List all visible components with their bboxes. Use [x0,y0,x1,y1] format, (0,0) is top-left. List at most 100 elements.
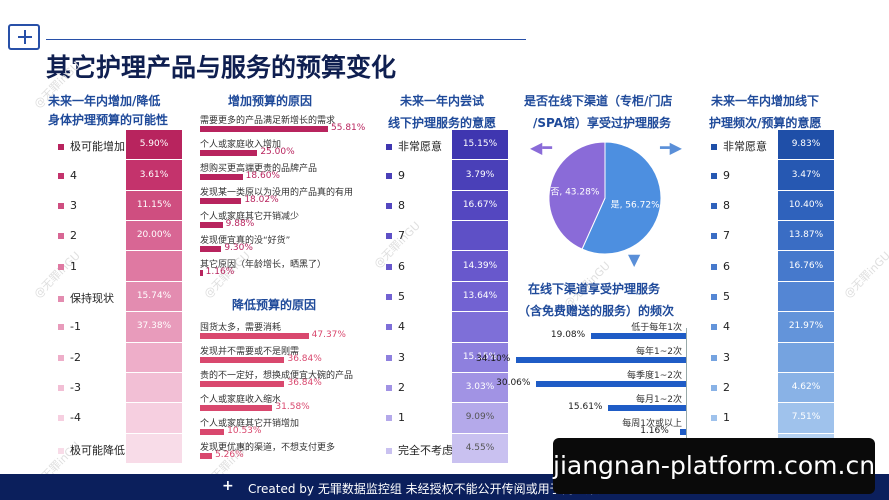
legend-swatch [58,324,64,331]
legend-label: 7 [723,229,730,243]
legend-item: 保持现状 [58,290,114,306]
left-arrow-icon: ◀━ [530,138,552,157]
legend-label: 9 [723,168,730,182]
segment-value-label: 13.87% [788,230,824,241]
legend-swatch [711,385,717,392]
pie-slice-label: 否, 43.28% [550,187,599,198]
segment-value-label: 14.39% [462,260,498,271]
stack-segment [126,251,182,281]
bar-category-label: 个人或家庭其它开销增加 [200,419,300,429]
legend-item: 3 [58,199,77,212]
freq-bar [608,405,686,411]
legend-item: 非常愿意 [386,138,442,154]
stack-segment [452,312,508,342]
legend-swatch [386,263,392,270]
legend-label: 保持现状 [70,292,114,305]
legend-item: 极可能降低 [58,442,125,458]
legend-item: 1 [386,411,405,424]
freq-category-label: 每年1~2次 [636,347,682,357]
freq-bar [516,357,686,363]
legend-swatch [711,294,717,300]
legend-swatch [386,144,392,151]
segment-value-label: 15.74% [136,291,172,301]
segment-value-label: 3.79% [465,169,495,180]
page-title: 其它护理产品与服务的预算变化 [46,53,397,82]
pie-slice-否 [548,141,606,250]
legend-item: 7 [386,229,405,242]
stack-segment [126,312,182,342]
stack-segment [778,251,834,281]
increase-reasons-title: 增加预算的原因 [228,94,313,108]
legend-item: 7 [711,229,730,242]
legend-swatch [386,324,392,331]
bar [200,150,258,156]
legend-item: 9 [711,169,730,182]
segment-value-label: 3.47% [791,169,821,180]
legend-label: 极可能降低 [70,443,125,457]
watermark-text: @无罪inGU [841,249,889,301]
freq-category-label: 每周1次或以上 [622,419,682,429]
stack-segment [126,281,182,312]
legend-label: -4 [70,411,81,425]
bar [200,405,273,411]
bar-value-label: 18.60% [245,171,280,181]
bar-category-label: 囤货太多，需要消耗 [200,323,282,333]
legend-label: 4 [723,320,730,334]
legend-label: 1 [723,411,730,425]
legend-swatch [58,296,64,302]
stack-segment [452,190,508,221]
legend-swatch [386,385,392,392]
legend-swatch [386,294,392,300]
panel3-title-line2: 线下护理服务的意愿 [388,116,497,130]
bar [200,270,203,276]
bar [200,222,223,228]
legend-item: 1 [711,411,730,424]
segment-value-label: 3.61% [139,169,169,180]
legend-item: 4 [58,169,77,182]
freq-bar [590,333,686,339]
legend-label: 3 [70,198,77,212]
legend-swatch [386,447,392,454]
bar-category-label: 发现便宜真的没“好货” [200,236,291,246]
segment-value-label: 3.03% [465,382,495,393]
legend-label: 3 [398,350,405,364]
stack-segment [126,130,182,160]
segment-value-label: 10.40% [788,199,824,210]
legend-item: 6 [711,260,730,273]
legend-swatch [711,202,717,209]
bar-category-label: 个人或家庭收入增加 [200,140,282,150]
segment-value-label: 20.00% [136,230,172,241]
bar-category-label: 个人或家庭其它开销减少 [200,212,300,222]
segment-value-label: 7.51% [791,412,821,423]
legend-swatch [58,172,64,179]
legend-item: 2 [386,381,405,394]
bar [200,381,285,387]
stack-segment [778,403,834,433]
legend-label: 6 [723,259,730,273]
legend-label: 2 [723,381,730,395]
stack-segment [452,221,508,251]
legend-swatch [58,447,64,454]
panel5-title-line1: 未来一年内增加线下 [711,94,820,108]
stack-segment [126,160,182,190]
segment-value-label: 15.15% [462,351,498,362]
legend-item: 5 [711,290,730,303]
legend-item: 4 [711,320,730,333]
freq-title-line2: （含免费赠送的服务）的频次 [518,304,675,318]
logo-cross-icon [8,24,40,50]
legend-swatch [58,202,64,209]
stack-segment [452,251,508,281]
legend-swatch [58,415,64,422]
bar-category-label: 其它原因（年龄增长，晒黑了） [200,260,327,270]
bar [200,429,225,435]
bar-value-label: 1.16% [205,267,235,277]
header-rule [46,39,526,40]
bar-value-label: 9.30% [224,243,253,253]
legend-item: 8 [711,199,730,212]
service-pie-chart: 是, 56.72% 否, 43.28% [548,141,662,255]
bar-value-label: 5.26% [215,450,244,460]
footer-plus-left-icon: + [222,478,234,494]
legend-label: -1 [70,320,81,334]
stack-segment [778,190,834,221]
legend-label: 完全不考虑 [398,443,453,457]
